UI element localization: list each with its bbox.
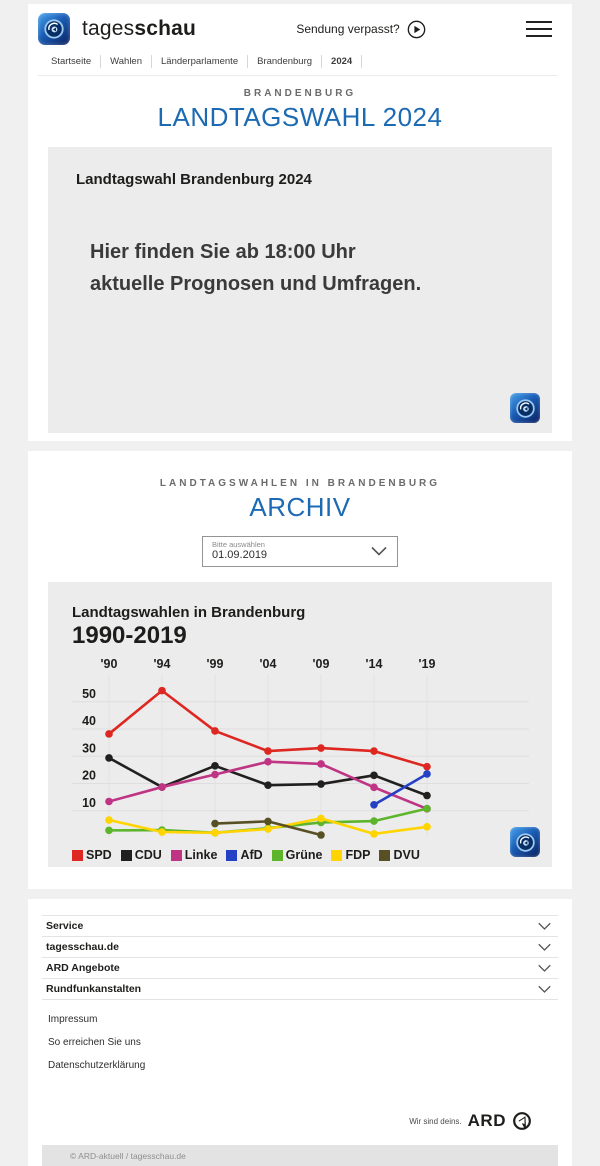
chevron-down-icon xyxy=(371,546,387,556)
archive-kicker: LANDTAGSWAHLEN IN BRANDENBURG xyxy=(159,478,441,489)
tagesschau-logo-icon[interactable] xyxy=(38,13,70,45)
archive-chart-card: Landtagswahlen in Brandenburg 1990-2019 … xyxy=(48,582,552,867)
chart-title: Landtagswahlen in Brandenburg xyxy=(72,604,306,621)
sendung-verpasst-label: Sendung verpasst? xyxy=(296,22,400,36)
card-message-line2: aktuelle Prognosen und Umfragen. xyxy=(90,273,422,295)
copyright-text: © ARD-aktuell / tagesschau.de xyxy=(70,1150,186,1161)
accordion-ard-angebote[interactable]: ARD Angebote xyxy=(42,958,558,979)
legend-label: AfD xyxy=(240,848,263,862)
legend-label: Linke xyxy=(184,848,218,862)
link-datenschutz[interactable]: Datenschutzerklärung xyxy=(48,1060,146,1071)
copyright-bar: © ARD-aktuell / tagesschau.de xyxy=(42,1145,558,1166)
ard-globe-icon xyxy=(44,19,64,39)
breadcrumb-item-brandenburg[interactable]: Brandenburg xyxy=(248,55,323,68)
footer-links: Impressum So erreichen Sie uns Datenschu… xyxy=(48,1014,558,1071)
accordion-label: Rundfunkanstalten xyxy=(46,983,142,995)
svg-text:'19: '19 xyxy=(419,657,436,671)
legend-label: FDP xyxy=(345,848,371,862)
footer-accordion-list: Service tagesschau.de ARD Angebote Rundf… xyxy=(42,915,558,1000)
archive-title: ARCHIV xyxy=(249,492,351,522)
election-2024-section: BRANDENBURG LANDTAGSWAHL 2024 Landtagswa… xyxy=(28,76,572,441)
legend-label: CDU xyxy=(134,848,162,862)
chevron-down-icon xyxy=(538,922,551,930)
breadcrumb-item-2024[interactable]: 2024 xyxy=(322,55,363,68)
chart-subtitle: 1990-2019 xyxy=(72,622,187,649)
accordion-service[interactable]: Service xyxy=(42,916,558,937)
legend-item: CDU xyxy=(120,848,162,862)
results-line-chart: 10 20 30 40 50 '90 '94 '99 '04 '09 '14 '19 xyxy=(72,657,529,839)
link-impressum[interactable]: Impressum xyxy=(48,1014,98,1025)
ard-logo-icon xyxy=(510,393,540,423)
ard-logo-icon xyxy=(510,827,540,857)
page-column: tagesschau Sendung verpasst? Startseite W… xyxy=(28,0,572,1166)
legend-color-swatch xyxy=(120,849,132,861)
select-placeholder: Bitte auswählen xyxy=(212,539,265,549)
accordion-label: tagesschau.de xyxy=(46,941,119,953)
site-header: tagesschau Sendung verpasst? Startseite W… xyxy=(28,4,572,76)
chart-legend: SPD CDU Linke AfD Grüne FDP DVU xyxy=(72,848,528,862)
legend-item: FDP xyxy=(331,848,370,862)
svg-text:'14: '14 xyxy=(366,657,383,671)
page-title: LANDTAGSWAHL 2024 xyxy=(157,102,443,132)
legend-color-swatch xyxy=(170,849,182,861)
svg-text:'09: '09 xyxy=(313,657,330,671)
legend-item: DVU xyxy=(379,848,420,862)
svg-text:30: 30 xyxy=(82,741,96,755)
legend-item: AfD xyxy=(226,848,263,862)
chevron-down-icon xyxy=(538,943,551,951)
accordion-label: ARD Angebote xyxy=(46,962,120,974)
sendung-verpasst-button[interactable]: Sendung verpasst? xyxy=(296,20,426,39)
legend-color-swatch xyxy=(379,849,391,861)
breadcrumb-item-wahlen[interactable]: Wahlen xyxy=(101,55,152,68)
archive-section: LANDTAGSWAHLEN IN BRANDENBURG ARCHIV Bit… xyxy=(28,451,572,889)
svg-text:50: 50 xyxy=(82,687,96,701)
chevron-down-icon xyxy=(538,964,551,972)
brand-regular: tages xyxy=(82,17,135,40)
ard-claim: Wir sind deins. ARD xyxy=(42,1111,558,1131)
archive-date-select[interactable]: Bitte auswählen 01.09.2019 xyxy=(202,536,398,567)
legend-label: Grüne xyxy=(285,848,323,862)
ard-wordmark: ARD xyxy=(467,1111,506,1130)
menu-icon[interactable] xyxy=(525,16,552,42)
svg-text:'99: '99 xyxy=(207,657,224,671)
svg-text:'94: '94 xyxy=(154,657,171,671)
brand-bold: schau xyxy=(134,17,197,40)
svg-text:'04: '04 xyxy=(260,657,277,671)
legend-label: DVU xyxy=(393,848,420,862)
legend-item: Linke xyxy=(170,848,218,862)
site-footer: Service tagesschau.de ARD Angebote Rundf… xyxy=(28,899,572,1166)
legend-item: Grüne xyxy=(271,848,323,862)
legend-color-swatch xyxy=(226,849,238,861)
breadcrumb: Startseite Wahlen Länderparlamente Brandenb… xyxy=(38,50,558,76)
legend-color-swatch xyxy=(72,849,83,861)
breadcrumb-item-laenderparlamente[interactable]: Länderparlamente xyxy=(152,55,249,68)
card-title: Landtagswahl Brandenburg 2024 xyxy=(76,171,312,188)
ard-roundel-icon xyxy=(513,1112,531,1130)
accordion-label: Service xyxy=(46,920,84,932)
play-icon xyxy=(407,20,426,38)
prognosis-card: Landtagswahl Brandenburg 2024 Hier finde… xyxy=(48,147,552,433)
legend-color-swatch xyxy=(271,849,283,861)
card-message-line1: Hier finden Sie ab 18:00 Uhr xyxy=(90,241,356,263)
accordion-tagesschau-de[interactable]: tagesschau.de xyxy=(42,937,558,958)
svg-text:10: 10 xyxy=(82,796,96,810)
accordion-rundfunkanstalten[interactable]: Rundfunkanstalten xyxy=(42,979,558,1000)
legend-item: SPD xyxy=(72,848,112,862)
brand-wordmark[interactable]: tagesschau xyxy=(82,17,196,41)
select-value: 01.09.2019 xyxy=(212,549,268,562)
link-kontakt[interactable]: So erreichen Sie uns xyxy=(48,1037,141,1048)
svg-text:20: 20 xyxy=(82,769,96,783)
chevron-down-icon xyxy=(538,985,551,993)
card-message: Hier finden Sie ab 18:00 Uhr aktuelle Pr… xyxy=(90,236,524,300)
legend-label: SPD xyxy=(86,848,112,862)
section-kicker: BRANDENBURG xyxy=(243,88,357,99)
svg-text:40: 40 xyxy=(82,714,96,728)
svg-text:'90: '90 xyxy=(101,657,118,671)
legend-color-swatch xyxy=(331,849,343,861)
breadcrumb-item-startseite[interactable]: Startseite xyxy=(42,55,102,68)
claim-text: Wir sind deins. xyxy=(409,1116,462,1126)
